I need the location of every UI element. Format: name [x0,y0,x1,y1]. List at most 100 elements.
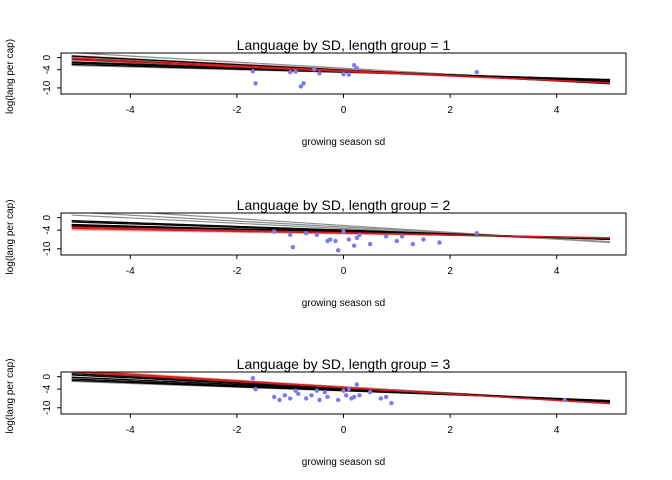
data-point [327,237,333,242]
data-point [357,393,362,398]
data-point [351,62,357,68]
x-tick-label: -2 [232,105,241,116]
panel-1: -4 -2 0 2 4 0 -4 -10 Language by SD, length grou… [5,37,627,148]
x-tick-label: 0 [341,266,347,277]
data-point [341,72,346,77]
chart-title: Language by SD, length group = 2 [237,197,451,213]
y-tick-label: -4 [42,384,53,393]
data-point [303,396,309,401]
data-point [253,81,258,86]
data-point [298,84,304,89]
data-point [282,393,288,398]
data-point [474,69,479,75]
x-tick-label: 4 [554,105,560,116]
data-point [421,237,426,242]
x-tick-label: 2 [447,425,453,436]
data-point [383,394,389,400]
data-point [351,243,357,248]
x-tick-label: 2 [447,266,453,277]
data-point [287,396,293,401]
data-point [346,72,352,77]
x-tick-label: 0 [341,105,347,116]
regression-lines [71,53,611,85]
data-point [378,396,384,401]
data-point [399,234,405,239]
data-point [301,81,306,86]
data-point [346,237,352,242]
data-point [314,232,320,237]
x-tick-label: 4 [554,425,560,436]
data-point [317,397,322,403]
data-point [309,393,314,398]
chart-title: Language by SD, length group = 3 [237,356,451,372]
data-point [367,390,373,395]
y-axis-label: log(lang per cap) [5,199,16,274]
y-tick-label: -4 [42,225,53,234]
y-tick-label: 0 [42,54,53,60]
x-tick-label: -2 [232,425,241,436]
chart-title: Language by SD, length group = 1 [237,37,451,53]
panel-2: -4 -2 0 2 4 0 -4 -10 Language by SD, length grou… [5,197,627,309]
x-tick-label: 4 [554,266,560,277]
data-point [351,394,357,400]
data-point [293,69,298,74]
data-point [437,240,442,245]
data-point [322,390,328,395]
x-tick-label: 2 [447,105,453,116]
panel-3: -4 -2 0 2 4 0 -4 -10 Language by SD, length grou… [5,356,627,468]
y-axis-label: log(lang per cap) [5,39,16,114]
data-point [335,397,341,403]
red-line-2 [71,226,611,239]
x-tick-label: -4 [126,105,135,116]
x-axis-label: growing season sd [302,457,385,468]
data-point [357,232,362,237]
data-point [346,386,352,392]
red-line-2 [71,59,611,84]
x-tick-label: 0 [341,425,347,436]
x-tick-label: -2 [232,266,241,277]
data-point [410,241,415,247]
data-point [383,234,389,239]
data-point [325,394,330,400]
y-tick-label: -10 [42,241,53,256]
data-point [311,67,317,72]
y-tick-label: -10 [42,80,53,95]
regression-lines [71,213,611,244]
x-axis-label: growing season sd [302,137,385,148]
black-line-5 [71,379,611,402]
data-point [295,391,301,396]
y-tick-label: 0 [42,214,53,220]
data-point [394,238,400,244]
data-point [341,388,346,393]
y-tick-label: -10 [42,400,53,415]
data-point [290,245,296,250]
x-tick-label: -4 [126,425,135,436]
data-point [250,376,256,381]
data-point [335,248,341,253]
data-point [250,69,256,74]
data-point [293,388,298,393]
data-point [562,397,567,403]
data-point [341,229,346,234]
data-point [277,397,282,403]
data-point [389,400,394,406]
data-point [287,232,293,237]
x-tick-label: -4 [126,266,135,277]
data-point [367,241,373,247]
data-point [343,393,349,398]
regression-lines [71,372,611,405]
data-point [272,229,277,234]
data-point [287,69,293,75]
x-axis-label: growing season sd [302,298,385,309]
data-point [272,394,277,400]
data-point [354,382,360,387]
data-point [317,71,322,76]
data-point [314,388,320,393]
data-point [474,231,479,236]
data-point [354,65,360,71]
y-axis-label: log(lang per cap) [5,358,16,433]
data-point [253,386,258,392]
red-line-2 [84,372,611,405]
y-tick-label: -4 [42,65,53,74]
